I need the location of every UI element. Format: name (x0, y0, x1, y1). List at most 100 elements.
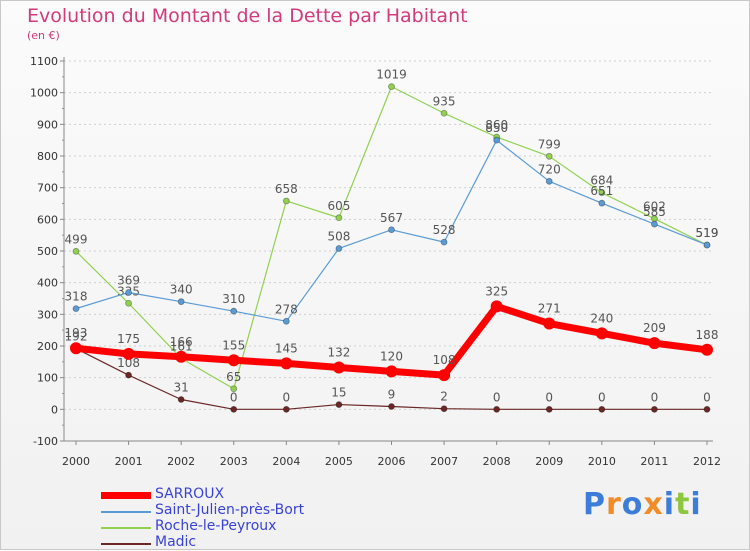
x-tick-label-2002: 2002 (167, 455, 195, 468)
data-label-sarroux-2003: 155 (222, 338, 245, 352)
data-label-roche-le-peyroux-2002: 161 (170, 339, 193, 353)
point-saint-julien-pr-s-bort-2004 (282, 317, 290, 325)
point-saint-julien-pr-s-bort-2008 (493, 136, 501, 144)
data-label-sarroux-2005: 132 (327, 346, 350, 360)
data-label-roche-le-peyroux-2009: 799 (538, 137, 561, 151)
data-label-saint-julien-pr-s-bort-2000: 318 (65, 290, 88, 304)
logo-letter: t (675, 487, 691, 522)
data-label-madic-2000: 192 (65, 330, 88, 344)
point-sarroux-2006 (385, 365, 398, 378)
data-label-sarroux-2008: 325 (485, 284, 508, 298)
data-label-roche-le-peyroux-2012: 519 (696, 226, 719, 240)
point-roche-le-peyroux-2009 (545, 152, 553, 160)
point-madic-2003 (230, 405, 238, 413)
legend-swatch-madic (101, 543, 151, 545)
point-saint-julien-pr-s-bort-2011 (651, 220, 658, 228)
data-label-roche-le-peyroux-2000: 499 (65, 232, 88, 246)
logo-letter: x (643, 487, 664, 522)
data-label-sarroux-2007: 108 (433, 353, 456, 367)
x-tick-label-2001: 2001 (115, 455, 143, 468)
x-tick-label-2000: 2000 (62, 455, 90, 468)
y-tick-label-3: 200 (37, 340, 58, 353)
x-tick-label-2007: 2007 (430, 455, 458, 468)
data-label-saint-julien-pr-s-bort-2004: 278 (275, 302, 298, 316)
y-tick-label-0: -100 (33, 435, 58, 448)
legend-label-sarroux: SARROUX (155, 486, 225, 502)
data-label-madic-2002: 31 (174, 381, 189, 395)
data-label-madic-2006: 9 (388, 387, 396, 401)
point-madic-2007 (440, 405, 448, 413)
data-label-roche-le-peyroux-2006: 1019 (376, 68, 407, 82)
point-saint-julien-pr-s-bort-2012 (703, 241, 711, 249)
logo-letter: i (663, 487, 676, 522)
proxiti-logo: Proxiti (583, 487, 702, 522)
y-tick-label-2: 100 (37, 372, 58, 385)
data-label-madic-2011: 0 (651, 390, 659, 404)
x-tick-label-2005: 2005 (325, 455, 353, 468)
x-tick-label-2006: 2006 (378, 455, 406, 468)
point-roche-le-peyroux-2001 (125, 299, 132, 307)
data-label-saint-julien-pr-s-bort-2002: 340 (170, 283, 193, 297)
y-tick-label-12: 1100 (30, 55, 58, 68)
data-label-madic-2010: 0 (598, 390, 606, 404)
point-sarroux-2003 (227, 354, 240, 367)
point-madic-2012 (703, 405, 711, 413)
x-tick-label-2010: 2010 (588, 455, 616, 468)
point-saint-julien-pr-s-bort-2003 (230, 307, 238, 315)
point-roche-le-peyroux-2000 (72, 247, 80, 255)
point-madic-2011 (651, 405, 658, 413)
data-label-roche-le-peyroux-2008: 860 (485, 118, 508, 132)
data-label-sarroux-2010: 240 (590, 311, 613, 325)
data-label-madic-2004: 0 (283, 390, 291, 404)
y-tick-label-9: 800 (37, 150, 58, 163)
data-label-saint-julien-pr-s-bort-2001: 369 (117, 273, 140, 287)
point-sarroux-2009 (543, 317, 556, 330)
point-madic-2010 (598, 405, 606, 413)
point-sarroux-2010 (595, 327, 608, 340)
data-label-saint-julien-pr-s-bort-2007: 528 (433, 223, 456, 237)
point-sarroux-2000 (70, 342, 82, 355)
point-roche-le-peyroux-2007 (440, 109, 448, 117)
x-tick-label-2011: 2011 (640, 455, 668, 468)
data-label-saint-julien-pr-s-bort-2003: 310 (222, 292, 245, 306)
data-label-roche-le-peyroux-2003: 65 (226, 370, 241, 384)
point-sarroux-2011 (648, 337, 661, 350)
y-tick-label-7: 600 (37, 213, 58, 226)
data-label-roche-le-peyroux-2011: 602 (643, 200, 666, 214)
data-label-sarroux-2002: 166 (170, 335, 193, 349)
point-sarroux-2007 (438, 369, 451, 382)
point-sarroux-2005 (332, 361, 345, 374)
legend-swatch-roche-le-peyroux (101, 527, 151, 529)
x-tick-label-2004: 2004 (272, 455, 300, 468)
point-sarroux-2008 (490, 300, 503, 313)
point-sarroux-2012 (701, 343, 713, 356)
legend-swatch-sarroux (101, 492, 151, 499)
y-tick-label-5: 400 (37, 277, 58, 290)
point-saint-julien-pr-s-bort-2007 (440, 238, 448, 246)
point-sarroux-2001 (122, 347, 135, 360)
data-label-sarroux-2009: 271 (538, 302, 561, 316)
data-label-madic-2008: 0 (493, 390, 501, 404)
x-tick-label-2012: 2012 (693, 455, 721, 468)
point-saint-julien-pr-s-bort-2010 (598, 199, 606, 207)
data-label-sarroux-2011: 209 (643, 321, 666, 335)
data-label-madic-2009: 0 (545, 390, 553, 404)
point-madic-2009 (545, 405, 553, 413)
point-saint-julien-pr-s-bort-2005 (335, 245, 343, 252)
data-label-madic-2005: 15 (331, 386, 346, 400)
y-tick-label-4: 300 (37, 308, 58, 321)
x-tick-label-2009: 2009 (535, 455, 563, 468)
point-roche-le-peyroux-2010 (598, 189, 606, 197)
legend-label-saint-julien: Saint-Julien-près-Bort (155, 502, 305, 518)
point-madic-2008 (493, 405, 501, 413)
data-label-madic-2003: 0 (230, 390, 238, 404)
point-saint-julien-pr-s-bort-2006 (388, 226, 395, 234)
data-label-sarroux-2012: 188 (696, 328, 719, 342)
point-saint-julien-pr-s-bort-2009 (545, 177, 553, 185)
chart-subtitle: (en €) (27, 29, 60, 42)
data-label-madic-2001: 108 (117, 356, 140, 370)
y-tick-label-10: 900 (37, 118, 58, 131)
chart-title: Evolution du Montant de la Dette par Hab… (27, 5, 468, 27)
data-label-madic-2007: 2 (440, 390, 448, 404)
